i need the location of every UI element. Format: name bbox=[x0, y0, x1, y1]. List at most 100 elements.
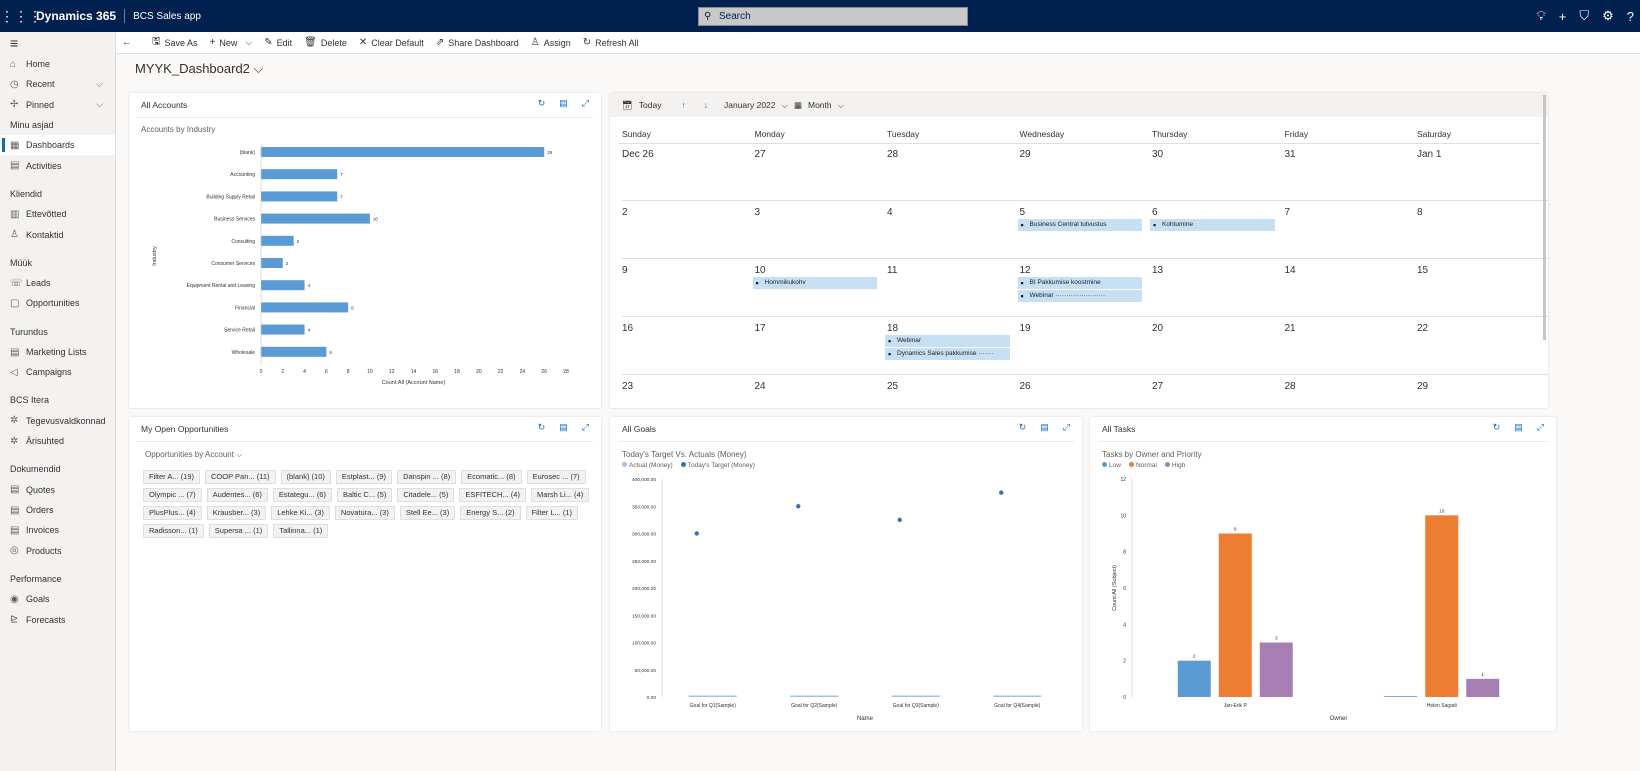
sidebar-item-orders[interactable]: ▤ Orders bbox=[0, 500, 115, 520]
calendar-day[interactable]: 29 bbox=[1417, 375, 1548, 408]
calendar-event[interactable]: Webinar ······················· bbox=[1017, 290, 1142, 302]
view-selector[interactable]: Month bbox=[807, 100, 832, 110]
bar[interactable] bbox=[1218, 533, 1252, 698]
bar[interactable] bbox=[261, 213, 370, 224]
bar[interactable] bbox=[993, 695, 1042, 698]
calendar-day[interactable]: 16 bbox=[622, 317, 755, 375]
sidebar-item-tegevusvaldkonnad[interactable]: ✲ Tegevusvaldkonnad bbox=[0, 411, 115, 431]
calendar-day[interactable]: 26 bbox=[1020, 375, 1153, 408]
account-chip[interactable]: Tallinna... (1) bbox=[273, 524, 329, 538]
calendar-day[interactable]: 13 bbox=[1152, 259, 1285, 317]
calendar-day[interactable]: 28 bbox=[1285, 375, 1418, 408]
help-icon[interactable]: ? bbox=[1626, 8, 1634, 24]
bar[interactable] bbox=[790, 695, 839, 698]
bar[interactable] bbox=[261, 324, 305, 335]
assign-button[interactable]: ♙ Assign bbox=[531, 34, 571, 51]
account-chip[interactable]: Novatura... (3) bbox=[334, 506, 395, 520]
bar[interactable] bbox=[891, 695, 940, 698]
bar[interactable] bbox=[261, 346, 327, 357]
account-chip[interactable]: Stell Ee... (3) bbox=[399, 506, 456, 520]
calendar-day[interactable]: 6 bbox=[1152, 201, 1285, 259]
legend-item[interactable]: Low bbox=[1102, 462, 1121, 469]
calendar-day[interactable]: 27 bbox=[1152, 375, 1285, 408]
sidebar-item-leads[interactable]: ☏ Leads bbox=[0, 273, 115, 293]
expand-icon[interactable]: ⤢ bbox=[1536, 422, 1544, 432]
calendar-event[interactable]: Hommikukohv bbox=[752, 277, 877, 289]
account-chip[interactable]: Ecomatic... (8) bbox=[461, 470, 522, 484]
dashboard-title[interactable]: MYYK_Dashboard2 ⌵ bbox=[135, 61, 263, 77]
account-chip[interactable]: Energy S... (2) bbox=[460, 506, 521, 520]
account-chip[interactable]: Olympic ... (7) bbox=[143, 488, 202, 502]
edit-button[interactable]: ✎ Edit bbox=[264, 34, 292, 51]
today-button[interactable]: Today bbox=[638, 100, 662, 110]
legend-item[interactable]: Actual (Money) bbox=[622, 462, 673, 469]
account-chip[interactable]: Marsh Li... (4) bbox=[530, 488, 590, 502]
calendar-day[interactable]: 8 bbox=[1417, 201, 1548, 259]
bar[interactable] bbox=[1384, 696, 1418, 697]
search-input[interactable]: ⚲ Search bbox=[698, 7, 968, 26]
account-chip[interactable]: Filter L... (1) bbox=[525, 506, 579, 520]
gear-icon[interactable]: ⚙ bbox=[1602, 8, 1614, 23]
calendar-day[interactable]: 22 bbox=[1417, 317, 1548, 375]
legend-item[interactable]: High bbox=[1164, 462, 1185, 469]
expand-icon[interactable]: ⤢ bbox=[581, 98, 589, 108]
save-as-button[interactable]: 🖫 Save As bbox=[152, 34, 198, 51]
view-selector[interactable]: Opportunities by Account ⌵ bbox=[145, 450, 242, 460]
sidebar-item-kontaktid[interactable]: ♙ Kontaktid bbox=[0, 224, 115, 244]
delete-button[interactable]: 🗑 Delete bbox=[304, 34, 347, 51]
sidebar-item-recent[interactable]: ◷ Recent ⌵ bbox=[0, 74, 115, 94]
hamburger-menu-icon[interactable]: ≡ bbox=[10, 35, 19, 51]
app-launcher-icon[interactable]: ⋮⋮⋮ bbox=[0, 7, 42, 24]
sidebar-item-goals[interactable]: ◉ Goals bbox=[0, 589, 115, 609]
calendar-day[interactable]: 28 bbox=[887, 143, 1020, 201]
bar[interactable] bbox=[261, 235, 294, 246]
calendar-day[interactable]: 17 bbox=[754, 317, 887, 375]
calendar-day[interactable]: 21 bbox=[1284, 317, 1417, 375]
account-chip[interactable]: COOP Pan... (11) bbox=[205, 470, 276, 484]
expand-icon[interactable]: ⤢ bbox=[581, 422, 589, 432]
chevron-down-icon[interactable]: ⌵ bbox=[96, 99, 103, 110]
calendar-event[interactable]: Kohtumine bbox=[1150, 219, 1275, 231]
account-chip[interactable]: Danspin ... (8) bbox=[397, 470, 457, 484]
calendar-day[interactable]: 31 bbox=[1284, 143, 1417, 201]
bar[interactable] bbox=[261, 258, 283, 268]
sidebar-item-pinned[interactable]: ✢ Pinned ⌵ bbox=[0, 95, 115, 115]
sidebar-item-invoices[interactable]: ▤ Invoices bbox=[0, 520, 115, 540]
bar[interactable] bbox=[1425, 515, 1459, 697]
calendar-event[interactable]: Business Central tutvustus bbox=[1017, 219, 1142, 231]
bar[interactable] bbox=[261, 280, 305, 291]
down-arrow-icon[interactable]: ↓ bbox=[703, 100, 708, 110]
view-records-icon[interactable]: ▤ bbox=[1514, 422, 1523, 432]
account-chip[interactable]: Estplast... (9) bbox=[335, 470, 393, 484]
filter-icon[interactable]: ⛉ bbox=[1579, 8, 1590, 23]
chevron-down-icon[interactable]: ⌵ bbox=[96, 78, 103, 89]
account-chip[interactable]: Filter A... (19) bbox=[143, 470, 201, 484]
bar[interactable] bbox=[261, 191, 338, 202]
calendar-day[interactable]: 5 bbox=[1019, 201, 1152, 259]
plus-icon[interactable]: + bbox=[1558, 8, 1567, 24]
bar[interactable] bbox=[261, 169, 338, 180]
account-chip[interactable]: PlusPlus... (4) bbox=[143, 506, 202, 520]
calendar-day[interactable]: 25 bbox=[887, 375, 1020, 408]
calendar-day[interactable]: 9 bbox=[622, 259, 755, 317]
sidebar-item-opportunities[interactable]: ▢ Opportunities bbox=[0, 293, 115, 313]
calendar-day[interactable]: 4 bbox=[887, 201, 1020, 259]
calendar-day[interactable]: 29 bbox=[1019, 143, 1152, 201]
calendar-event[interactable]: Webinar bbox=[885, 335, 1010, 347]
view-records-icon[interactable]: ▤ bbox=[559, 422, 568, 432]
lightbulb-icon[interactable]: 💡︎ bbox=[1536, 8, 1546, 23]
bar[interactable] bbox=[1466, 678, 1500, 697]
new-button[interactable]: + New ⌵ bbox=[210, 34, 253, 51]
app-title[interactable]: Dynamics 365 bbox=[32, 9, 126, 23]
sidebar-item-activities[interactable]: ▤ Activities bbox=[0, 155, 115, 175]
account-chip[interactable]: Citadele... (5) bbox=[397, 488, 455, 502]
data-point[interactable] bbox=[796, 504, 801, 509]
scrollbar[interactable] bbox=[1543, 95, 1546, 340]
month-picker[interactable]: January 2022 bbox=[723, 100, 776, 110]
account-chip[interactable]: Radisson... (1) bbox=[143, 524, 204, 538]
app-name[interactable]: BCS Sales app bbox=[133, 10, 201, 22]
legend-item[interactable]: Today's Target (Money) bbox=[680, 462, 755, 469]
share-dashboard-button[interactable]: ⇗ Share Dashboard bbox=[436, 34, 519, 51]
account-chip[interactable]: Audentes... (6) bbox=[206, 488, 268, 502]
bar[interactable] bbox=[261, 147, 545, 157]
